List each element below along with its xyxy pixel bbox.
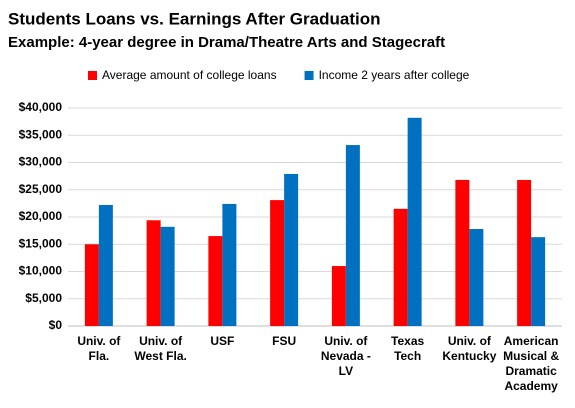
x-tick-label: Univ. of West Fla.: [134, 334, 187, 363]
x-tick-label: USF: [210, 334, 235, 348]
bar: [407, 117, 422, 326]
x-tick-label: FSU: [272, 334, 297, 348]
bar: [284, 173, 299, 326]
y-tick-label: $40,000: [19, 100, 63, 114]
x-tick-label: Univ. of Nevada - LV: [320, 334, 371, 378]
bar: [331, 266, 346, 326]
bar: [160, 226, 175, 326]
legend-label: Average amount of college loans: [102, 68, 277, 82]
bar: [469, 228, 484, 326]
bar: [208, 236, 223, 326]
legend-label: Income 2 years after college: [319, 68, 470, 82]
y-tick-label: $15,000: [19, 236, 63, 250]
y-tick-label: $0: [49, 318, 63, 332]
y-tick-label: $5,000: [25, 291, 62, 305]
x-tick-label: Univ. of Kentucky: [442, 334, 497, 363]
bar: [455, 179, 470, 326]
bar: [146, 220, 161, 326]
x-tick-label: Univ. of Fla.: [77, 334, 121, 363]
y-tick-label: $30,000: [19, 155, 63, 169]
legend-swatch: [88, 71, 97, 80]
x-tick-label: American Musical & Dramatic Academy: [503, 334, 560, 393]
x-tick-label: Texas Tech: [391, 334, 425, 363]
bar: [393, 208, 408, 326]
chart-title: Students Loans vs. Earnings After Gradua…: [8, 9, 380, 28]
bar: [517, 179, 532, 326]
chart-subtitle: Example: 4-year degree in Drama/Theatre …: [8, 34, 445, 51]
bar: [84, 244, 99, 326]
y-tick-label: $35,000: [19, 127, 63, 141]
legend-swatch: [304, 71, 314, 80]
bar: [531, 237, 546, 326]
y-tick-label: $25,000: [19, 182, 63, 196]
bar: [222, 203, 237, 326]
bar: [345, 145, 360, 326]
y-tick-label: $20,000: [19, 209, 63, 223]
y-tick-label: $10,000: [19, 264, 63, 278]
bar: [98, 205, 113, 326]
bar: [270, 200, 285, 326]
